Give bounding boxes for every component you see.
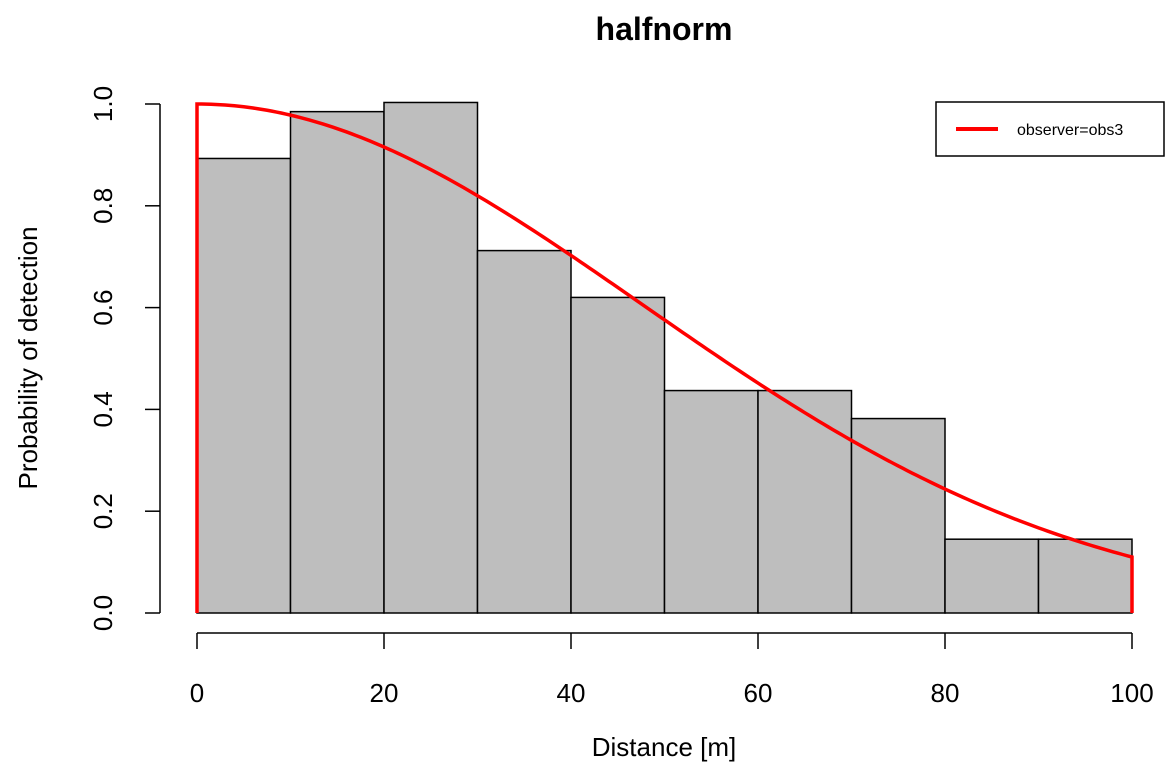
histogram-bar-0 [196,157,292,614]
y-tick-label-0: 0.0 [88,595,118,631]
y-tick-label-4: 0.8 [88,188,118,224]
y-axis-label: Probability of detection [13,226,43,489]
histogram-bar-1 [289,110,385,614]
histogram-bar-3 [476,249,572,614]
y-tick-label-5: 1.0 [88,86,118,122]
x-tick-label-3: 60 [744,678,773,708]
x-axis: 0 20 40 60 80 100 [190,632,1154,708]
histogram-bar-6 [757,389,853,614]
y-tick-label-1: 0.2 [88,493,118,529]
y-axis: 0.0 0.2 0.4 0.6 0.8 1.0 [88,86,161,631]
x-tick-label-1: 20 [370,678,399,708]
x-tick-label-2: 40 [557,678,586,708]
detection-curve [195,102,1134,613]
x-tick-label-4: 80 [931,678,960,708]
x-tick-label-0: 0 [190,678,204,708]
histogram-bar-2 [383,101,479,614]
histogram-bars [196,101,1133,614]
histogram-bar-8 [944,538,1040,614]
legend: observer=obs3 [935,101,1165,157]
chart-title: halfnorm [596,11,733,47]
histogram-bar-9 [1037,538,1133,614]
x-tick-label-5: 100 [1110,678,1153,708]
y-tick-label-3: 0.6 [88,290,118,326]
x-axis-label: Distance [m] [592,732,737,762]
histogram-bar-4 [570,296,666,614]
histogram-bar-5 [663,389,759,614]
y-tick-label-2: 0.4 [88,391,118,427]
legend-entry: observer=obs3 [1017,122,1123,139]
detection-curve-line [195,102,1134,613]
